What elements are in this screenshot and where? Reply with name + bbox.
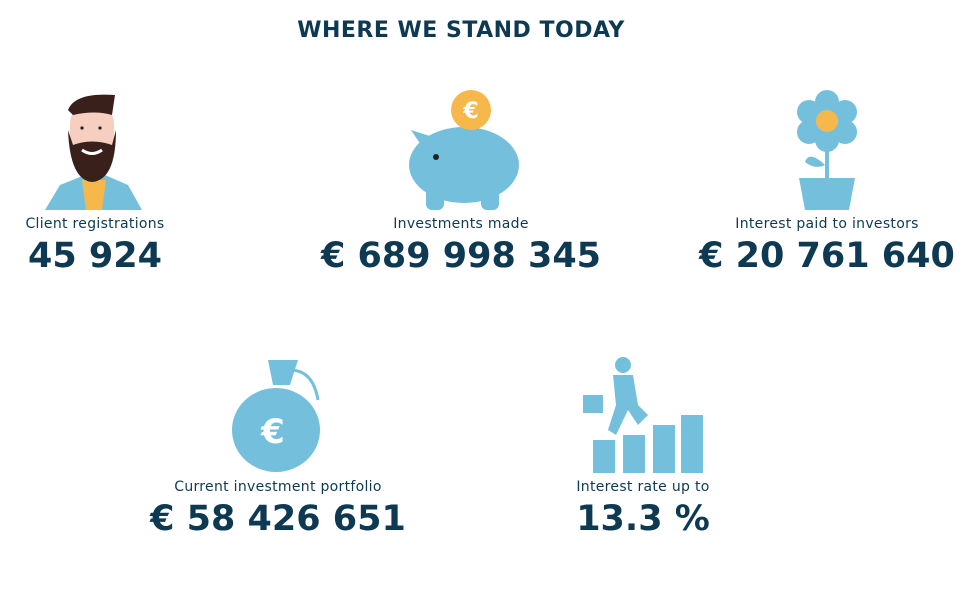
stat-investments-made: € Investments made € 689 998 345	[301, 90, 621, 276]
svg-text:€: €	[462, 99, 478, 124]
stat-interest-paid: Interest paid to investors € 20 761 640	[667, 90, 969, 276]
bearded-man-icon	[45, 94, 142, 210]
stat-value: € 20 761 640	[699, 236, 955, 276]
stat-label: Interest paid to investors	[735, 216, 919, 232]
stat-label: Investments made	[393, 216, 529, 232]
stat-interest-rate: Interest rate up to 13.3 %	[483, 355, 803, 539]
stat-label: Current investment portfolio	[174, 479, 382, 495]
stat-value: 45 924	[28, 236, 162, 276]
stat-value: € 58 426 651	[150, 499, 406, 539]
stat-label: Client registrations	[25, 216, 165, 232]
money-bag-icon: €	[232, 360, 320, 472]
stat-value: € 689 998 345	[320, 236, 602, 276]
climbing-stairs-icon	[583, 357, 703, 473]
stat-client-registrations: Client registrations 45 924	[0, 90, 255, 276]
flower-pot-icon	[797, 90, 857, 210]
stat-current-portfolio: € Current investment portfolio € 58 426 …	[118, 355, 438, 539]
stat-value: 13.3 %	[576, 499, 710, 539]
svg-text:€: €	[260, 412, 285, 452]
stat-label: Interest rate up to	[576, 479, 710, 495]
page-title: WHERE WE STAND TODAY	[297, 18, 625, 43]
piggy-bank-icon: €	[409, 90, 519, 210]
